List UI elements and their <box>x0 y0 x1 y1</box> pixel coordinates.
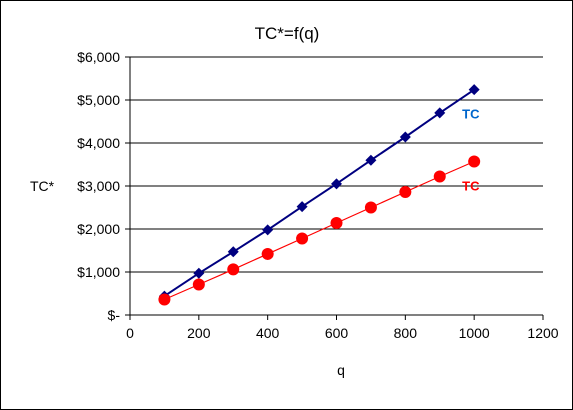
data-point-diamond <box>227 246 239 258</box>
y-tick-label: $1,000 <box>77 264 120 280</box>
series-line-1 <box>163 88 475 297</box>
data-point-diamond <box>434 107 446 119</box>
data-point-diamond <box>262 224 274 236</box>
x-tick-label: 400 <box>256 325 280 341</box>
y-tick-label: $6,000 <box>77 49 120 65</box>
data-point-circle <box>296 232 309 245</box>
data-point-circle <box>399 186 412 199</box>
y-axis-label: TC* <box>30 178 55 194</box>
x-tick-label: 800 <box>394 325 418 341</box>
data-point-circle <box>468 155 481 168</box>
chart-title: TC*=f(q) <box>255 24 320 43</box>
axes <box>125 56 544 320</box>
data-point-circle <box>364 201 377 214</box>
series-label-2: TC <box>462 178 480 193</box>
data-point-diamond <box>365 154 377 166</box>
x-tick-label: 200 <box>187 325 211 341</box>
y-tick-label: $2,000 <box>77 221 120 237</box>
data-point-circle <box>433 170 446 183</box>
y-tick-label: $3,000 <box>77 178 120 194</box>
data-point-circle <box>192 278 205 291</box>
y-tick-label: $- <box>108 307 121 323</box>
tick-labels: $- $1,000 $2,000 $3,000 $4,000 $5,000 $6,000 0 2… <box>77 49 559 341</box>
data-point-diamond <box>399 131 411 143</box>
series-label-1: TC <box>462 107 480 122</box>
y-tick-label: $4,000 <box>77 135 120 151</box>
data-point-circle <box>158 293 171 306</box>
data-point-diamond <box>193 267 205 279</box>
x-tick-label: 1200 <box>527 325 558 341</box>
data-point-circle <box>261 247 274 260</box>
series <box>158 84 481 306</box>
y-tick-label: $5,000 <box>77 92 120 108</box>
series-line-2 <box>164 160 475 301</box>
x-tick-label: 600 <box>325 325 349 341</box>
data-point-diamond <box>331 178 342 190</box>
x-tick-label: 1000 <box>459 325 490 341</box>
data-point-circle <box>227 263 240 276</box>
series-labels: TC TC <box>462 107 480 194</box>
data-point-diamond <box>296 201 308 213</box>
x-axis-label: q <box>337 362 345 378</box>
data-point-circle <box>330 216 343 229</box>
data-point-diamond <box>468 84 480 96</box>
x-tick-label: 0 <box>126 325 134 341</box>
